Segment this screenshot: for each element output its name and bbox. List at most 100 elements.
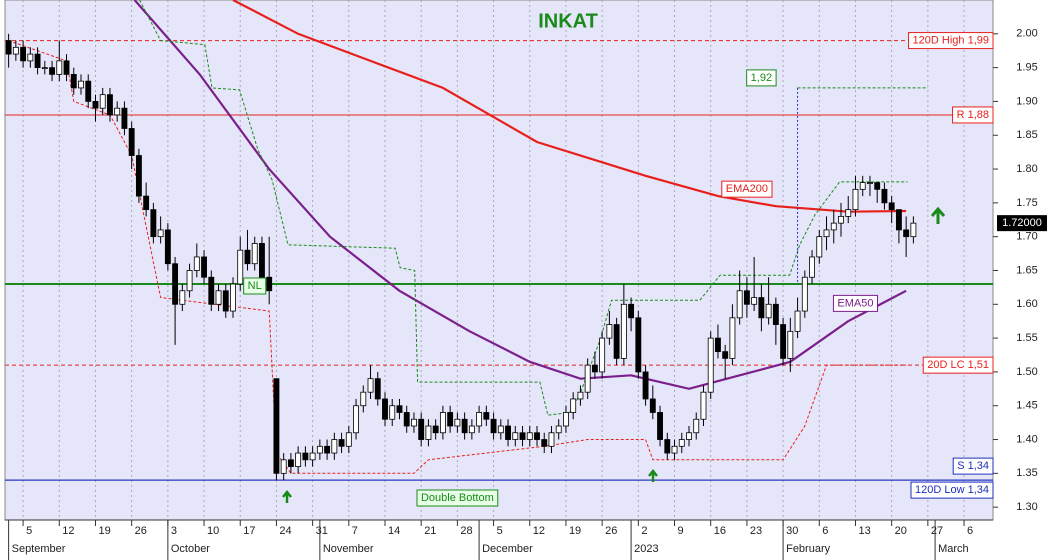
level-label: S 1,34 (957, 460, 989, 472)
candle-body (729, 317, 736, 359)
y-tick-label: 1.95 (1016, 62, 1037, 74)
candle-body (287, 459, 294, 467)
candle-body (143, 195, 150, 211)
candle-body (859, 182, 866, 190)
candle-body (164, 229, 171, 265)
y-tick-label: 1.60 (1016, 298, 1037, 310)
level-label: 120D High 1,99 (913, 34, 989, 46)
candle-body (671, 445, 678, 454)
candle-body (425, 425, 432, 440)
candle-body (910, 222, 917, 238)
candle-body (765, 303, 772, 319)
candle-body (613, 324, 620, 359)
x-tick-label: 6 (822, 525, 828, 537)
candle-body (874, 182, 881, 190)
candle-body (809, 256, 815, 278)
candle-body (700, 391, 707, 420)
up-arrow (648, 468, 658, 482)
candle-body (49, 67, 55, 75)
candle-body (215, 290, 222, 305)
x-tick-label: 6 (967, 525, 973, 537)
candle-body (230, 283, 236, 312)
last-price-box (997, 215, 1047, 232)
candle-body (12, 46, 19, 55)
pattern-label: Double Bottom (421, 492, 494, 504)
legend-label-box (721, 180, 773, 198)
y-tick-label: 1.75 (1016, 197, 1037, 209)
candle-body (852, 188, 859, 211)
up-arrow (930, 206, 946, 224)
level-label-box (908, 32, 994, 50)
candle-body (526, 432, 533, 440)
candle-body (845, 209, 852, 217)
y-tick-label: 1.65 (1016, 264, 1037, 276)
candle-body (707, 337, 714, 393)
candle-body (895, 209, 902, 231)
candle-body (888, 202, 895, 211)
x-tick-label: 17 (243, 525, 255, 537)
candle-body (107, 94, 113, 116)
candle-body (541, 439, 548, 447)
candle-body (794, 310, 801, 332)
candle-body (316, 445, 323, 454)
candle-body (324, 445, 331, 454)
x-tick-label: 12 (533, 525, 545, 537)
candle-body (20, 46, 27, 62)
candle-body (628, 303, 635, 319)
candle-body (801, 276, 808, 312)
y-tick-label: 1.50 (1016, 366, 1037, 378)
candle-body (736, 290, 743, 319)
y-tick-label: 1.30 (1016, 501, 1037, 513)
y-tick-label: 1.80 (1016, 163, 1037, 175)
x-tick-label: 20 (895, 525, 907, 537)
candle-body (266, 276, 273, 292)
candle-body (63, 60, 70, 75)
candle-body (382, 398, 388, 420)
x-tick-label: 28 (460, 525, 472, 537)
candle-body (135, 155, 142, 197)
candle-body (780, 324, 787, 359)
x-tick-label: 21 (424, 525, 436, 537)
candle-body (367, 378, 374, 393)
candle-body (251, 243, 258, 265)
candle-body (244, 249, 251, 265)
indicator-line (232, 0, 907, 213)
candle-body (599, 337, 606, 373)
candle-body (693, 418, 700, 434)
candle-body (591, 364, 598, 373)
x-tick-label: 12 (62, 525, 74, 537)
x-tick-label: 5 (497, 525, 503, 537)
candle-body (302, 452, 309, 461)
candle-body (867, 182, 873, 184)
candle-body (570, 398, 577, 413)
x-tick-label: 27 (931, 525, 943, 537)
level-label: 20D LC 1,51 (927, 359, 989, 371)
x-tick-label: 19 (98, 525, 110, 537)
candle-body (432, 425, 439, 434)
candle-body (114, 107, 121, 116)
candle-body (353, 405, 359, 434)
candle-body (273, 378, 280, 474)
candle-body (649, 398, 656, 413)
chart-title: INKAT (538, 10, 598, 32)
x-tick-label: 16 (714, 525, 726, 537)
candle-body (577, 391, 584, 400)
candle-body (237, 249, 244, 285)
candle-body (309, 452, 316, 461)
pattern-label-box (416, 489, 499, 507)
y-tick-label: 1.40 (1016, 433, 1037, 445)
indicator-line (139, 0, 908, 416)
candle-body (374, 378, 381, 400)
candle-body (468, 425, 475, 434)
candle-body (99, 94, 106, 109)
candle-body (338, 439, 345, 447)
candle-body (555, 425, 562, 434)
candle-body (201, 256, 207, 278)
x-tick-label: 10 (207, 525, 219, 537)
candle-body (454, 418, 461, 427)
candle-body (758, 297, 765, 319)
level-label-box (910, 481, 994, 499)
month-label: September (12, 543, 66, 555)
candle-body (548, 432, 555, 447)
candle-body (403, 412, 410, 427)
